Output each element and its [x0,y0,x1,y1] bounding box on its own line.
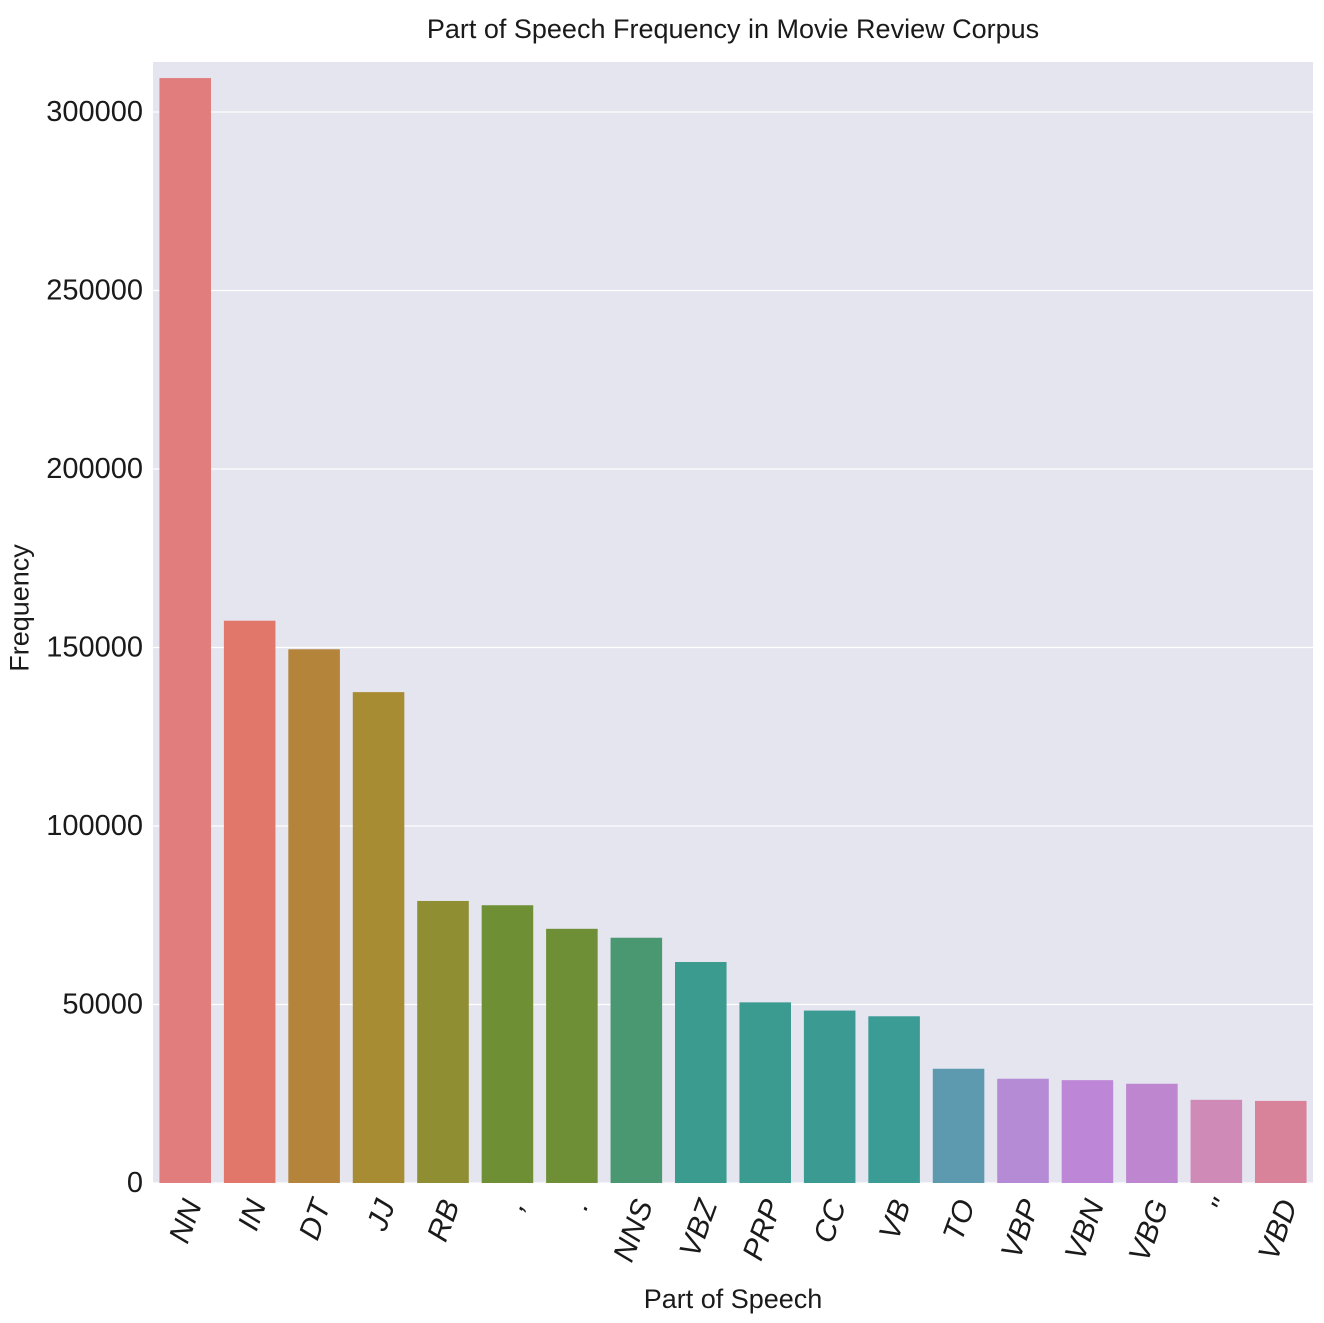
x-tick-label: VBN [1059,1195,1111,1265]
x-tick-label: '' [1205,1194,1240,1217]
bar-4 [417,900,469,1183]
x-tick-label: PRP [737,1195,789,1264]
y-tick-label: 50000 [62,988,143,1020]
bar-6 [546,928,598,1183]
bar-13 [997,1078,1049,1183]
y-tick-label: 150000 [46,631,143,663]
bar-17 [1255,1100,1307,1183]
bar-3 [352,692,405,1183]
x-tick-label: VBP [995,1195,1047,1263]
x-tick-label: VBZ [673,1194,725,1262]
bar-11 [868,1016,920,1183]
bar-12 [932,1068,985,1183]
y-tick-label: 300000 [46,96,143,128]
y-tick-label: 100000 [46,810,143,842]
grid-lines [153,111,1313,1184]
y-tick-label: 0 [127,1167,143,1199]
x-tick-label: IN [232,1195,273,1235]
bar-15 [1126,1083,1178,1183]
y-tick-label: 200000 [46,453,143,485]
x-tick-label: TO [937,1195,982,1245]
bars [159,78,1307,1183]
x-tick-label: NNS [607,1195,660,1266]
x-tick-label: DT [293,1193,339,1244]
x-tick-label: VB [873,1195,918,1244]
bar-0 [159,78,211,1183]
x-tick-label: VBD [1252,1195,1304,1264]
bar-14 [1061,1080,1114,1183]
x-tick-label: JJ [360,1194,402,1235]
x-tick-label: . [562,1195,596,1214]
bar-16 [1190,1099,1243,1183]
bar-10 [803,1010,856,1183]
x-tick-label: NN [163,1195,209,1247]
x-tick-label: CC [807,1195,853,1247]
bar-5 [481,905,534,1183]
bar-9 [739,1002,791,1183]
bar-7 [610,937,663,1183]
x-tick-label: RB [421,1195,466,1245]
y-tick-label: 250000 [46,274,143,306]
y-axis-ticks: 0 50000 100000 150000 200000 250000 300000 [46,96,143,1199]
chart-title: Part of Speech Frequency in Movie Review… [426,14,1040,44]
bar-2 [288,649,340,1183]
plot-area [153,62,1313,1183]
x-axis-label: Part of Speech [643,1284,823,1314]
x-tick-label: VBG [1123,1195,1176,1266]
x-axis-ticks: NN IN DT JJ RB,. NNS VBZ PRP CC VB TO VBP VBN VBG '' VB… [163,1193,1304,1266]
x-tick-label: , [497,1195,531,1214]
bar-8 [675,962,727,1183]
bar-1 [223,620,276,1183]
